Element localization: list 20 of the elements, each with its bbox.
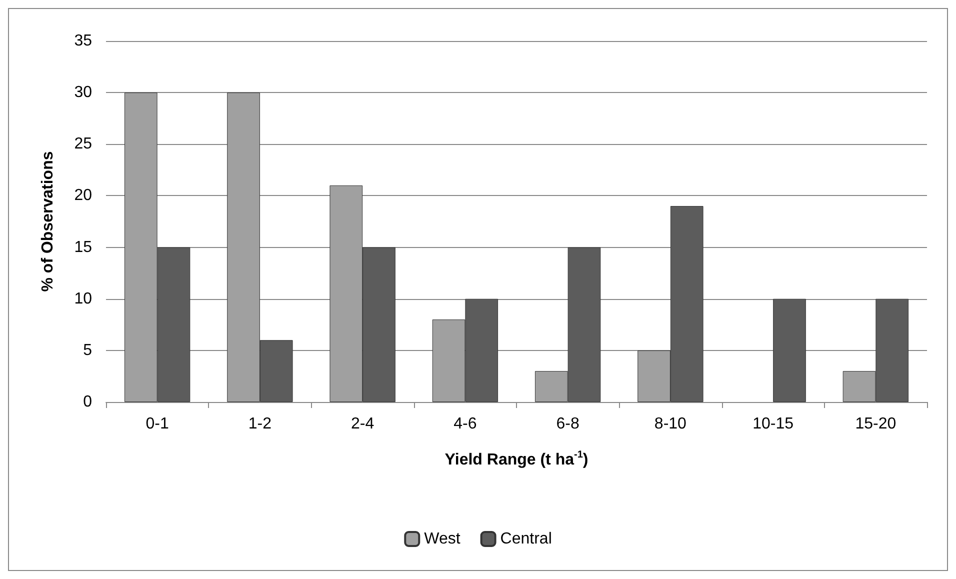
y-tick-label: 35 bbox=[74, 32, 92, 50]
y-tick-label: 25 bbox=[74, 136, 92, 153]
x-tick-label: 8-10 bbox=[654, 416, 687, 432]
legend-label: Central bbox=[500, 530, 552, 548]
y-tick-label: 30 bbox=[74, 84, 92, 102]
x-tick-label: 2-4 bbox=[351, 416, 374, 432]
x-tick-label: 4-6 bbox=[454, 416, 477, 432]
y-tick-label: 5 bbox=[83, 342, 92, 359]
y-axis-title: % of Observations bbox=[40, 151, 56, 292]
y-tick-label: 20 bbox=[74, 187, 92, 204]
y-tick-label: 0 bbox=[83, 394, 92, 410]
x-tick-label: 15-20 bbox=[855, 416, 896, 432]
bar bbox=[773, 298, 806, 402]
x-tick-label: 0-1 bbox=[146, 416, 169, 432]
legend-label: West bbox=[424, 530, 461, 548]
y-tick-label: 10 bbox=[74, 290, 92, 308]
x-tick-label: 10-15 bbox=[752, 416, 794, 432]
y-tick-label: 15 bbox=[74, 238, 92, 256]
x-tick-label: 1-2 bbox=[248, 416, 272, 432]
x-tick-label: 6-8 bbox=[556, 416, 580, 432]
